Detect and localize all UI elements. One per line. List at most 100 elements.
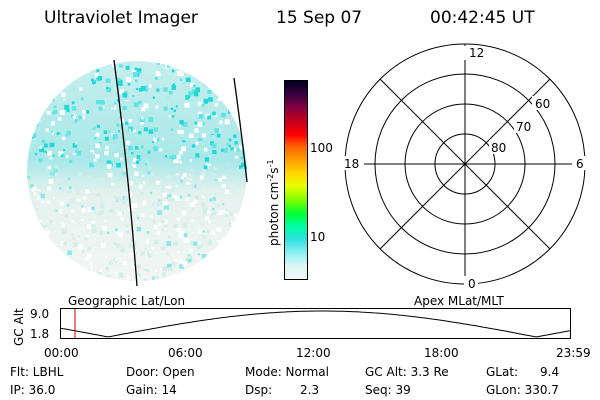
image-speckle <box>224 208 228 211</box>
image-speckle <box>213 193 217 196</box>
image-speckle <box>154 275 160 281</box>
image-speckle <box>196 245 201 250</box>
image-speckle <box>77 235 80 238</box>
image-speckle <box>118 232 123 238</box>
image-speckle <box>245 153 247 159</box>
image-speckle <box>161 137 165 141</box>
image-speckle <box>144 247 147 251</box>
image-speckle <box>31 188 35 192</box>
image-speckle <box>167 263 172 269</box>
image-speckle <box>161 220 165 224</box>
image-speckle <box>190 72 194 76</box>
image-speckle <box>190 202 195 207</box>
image-speckle <box>47 200 51 204</box>
image-speckle <box>92 161 96 165</box>
image-speckle <box>109 208 114 213</box>
image-speckle <box>39 146 43 149</box>
image-speckle <box>166 194 172 200</box>
image-speckle <box>32 186 37 191</box>
image-speckle <box>34 160 39 165</box>
image-speckle <box>86 224 91 229</box>
image-speckle <box>192 274 196 278</box>
image-speckle <box>27 89 30 93</box>
image-speckle <box>238 140 244 146</box>
image-speckle <box>201 103 205 107</box>
image-speckle <box>51 95 54 98</box>
image-speckle <box>145 85 149 89</box>
image-speckle <box>129 237 134 242</box>
image-speckle <box>236 148 240 152</box>
image-speckle <box>125 65 130 70</box>
image-speckle <box>38 230 43 235</box>
image-speckle <box>53 80 58 85</box>
image-speckle <box>145 180 149 184</box>
image-speckle <box>238 165 243 169</box>
image-speckle <box>179 259 183 263</box>
image-speckle <box>204 216 210 221</box>
image-speckle <box>128 62 132 66</box>
image-speckle <box>35 78 39 82</box>
image-speckle <box>161 246 166 251</box>
image-speckle <box>37 252 42 256</box>
image-speckle <box>148 117 154 123</box>
image-speckle <box>71 101 75 105</box>
image-speckle <box>82 110 87 114</box>
imager-caption: Geographic Lat/Lon <box>68 294 186 308</box>
image-speckle <box>105 145 109 150</box>
image-speckle <box>113 195 117 199</box>
image-speckle <box>164 215 168 218</box>
image-speckle <box>116 196 122 202</box>
image-speckle <box>211 180 217 186</box>
image-speckle <box>99 99 105 105</box>
image-speckle <box>185 95 191 100</box>
image-speckle <box>41 162 46 167</box>
image-speckle <box>191 207 194 210</box>
image-speckle <box>176 71 182 76</box>
image-speckle <box>238 259 242 264</box>
image-speckle <box>99 197 102 200</box>
image-speckle <box>238 145 243 150</box>
image-speckle <box>45 82 51 88</box>
image-speckle <box>201 122 206 126</box>
image-speckle <box>41 200 45 204</box>
image-speckle <box>44 150 47 153</box>
info-glat-value: 9.4 <box>540 365 560 379</box>
image-speckle <box>170 101 174 104</box>
image-speckle <box>142 181 146 185</box>
image-speckle <box>50 171 55 176</box>
image-speckle <box>132 242 137 247</box>
image-speckle <box>66 109 70 113</box>
image-speckle <box>82 126 86 130</box>
image-speckle <box>238 207 243 213</box>
image-speckle <box>189 82 195 88</box>
image-speckle <box>71 233 75 236</box>
image-speckle <box>31 221 35 224</box>
image-speckle <box>75 201 78 204</box>
image-speckle <box>182 173 187 178</box>
image-speckle <box>122 92 128 98</box>
image-speckle <box>201 169 207 174</box>
image-speckle <box>223 261 229 266</box>
image-speckle <box>134 67 138 71</box>
image-speckle <box>91 78 94 82</box>
image-speckle <box>113 102 117 105</box>
image-speckle <box>214 114 218 117</box>
altitude-ylabel: GC Alt <box>12 308 26 346</box>
image-speckle <box>172 83 175 87</box>
image-speckle <box>243 267 246 270</box>
image-speckle <box>164 64 169 69</box>
image-speckle <box>188 91 193 96</box>
image-speckle <box>91 206 95 211</box>
image-speckle <box>125 277 130 281</box>
image-speckle <box>220 71 224 76</box>
image-speckle <box>220 105 224 109</box>
image-speckle <box>229 267 234 272</box>
image-speckle <box>175 135 180 140</box>
instrument-title: Ultraviolet Imager <box>44 8 198 28</box>
image-speckle <box>74 185 80 191</box>
lat-label-80: 80 <box>491 141 506 155</box>
image-speckle <box>41 75 46 80</box>
image-speckle <box>216 136 220 140</box>
image-speckle <box>164 209 168 213</box>
image-speckle <box>201 133 207 138</box>
